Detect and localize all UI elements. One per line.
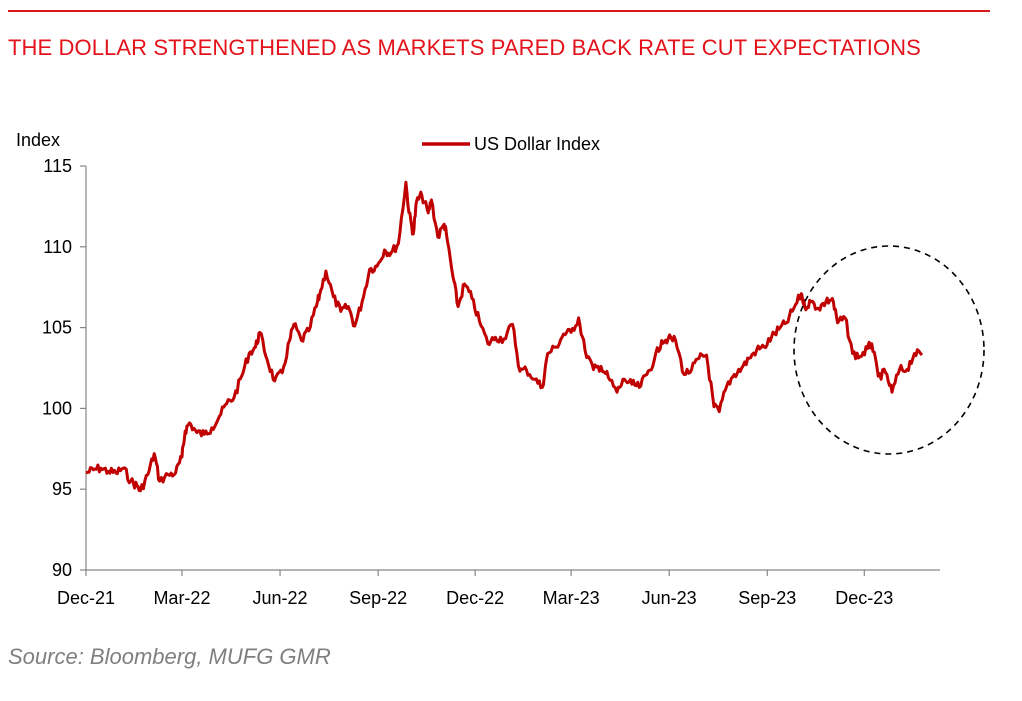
y-tick-label: 115 [43, 156, 72, 176]
legend-label: US Dollar Index [474, 134, 600, 154]
y-axis-unit-label: Index [16, 130, 60, 150]
y-tick-label: 90 [52, 560, 72, 580]
x-tick-label: Mar-22 [153, 588, 210, 608]
y-tick-label: 105 [42, 318, 72, 338]
y-tick-label: 95 [52, 479, 72, 499]
chart-axes: 90 95 100 105 110 115 Dec-21 Mar-22 Jun-22 Sep-22… [42, 156, 940, 608]
series-line-us-dollar-index [85, 180, 924, 493]
x-tick-label: Jun-23 [642, 588, 697, 608]
page-title: THE DOLLAR STRENGTHENED AS MARKETS PARED… [8, 35, 921, 60]
y-tick-label: 110 [43, 237, 72, 257]
legend: US Dollar Index [422, 134, 600, 154]
x-tick-label: Dec-23 [835, 588, 893, 608]
source-note: Source: Bloomberg, MUFG GMR [8, 644, 331, 669]
top-rule [8, 10, 990, 12]
x-tick-label: Sep-23 [738, 588, 796, 608]
x-tick-label: Dec-21 [57, 588, 115, 608]
highlight-circle [793, 245, 985, 455]
y-tick-label: 100 [42, 398, 72, 418]
x-tick-label: Jun-22 [253, 588, 308, 608]
x-tick-label: Mar-23 [543, 588, 600, 608]
x-tick-label: Sep-22 [349, 588, 407, 608]
chart: 90 95 100 105 110 115 Dec-21 Mar-22 Jun-22 Sep-22… [16, 130, 985, 608]
x-tick-label: Dec-22 [446, 588, 504, 608]
